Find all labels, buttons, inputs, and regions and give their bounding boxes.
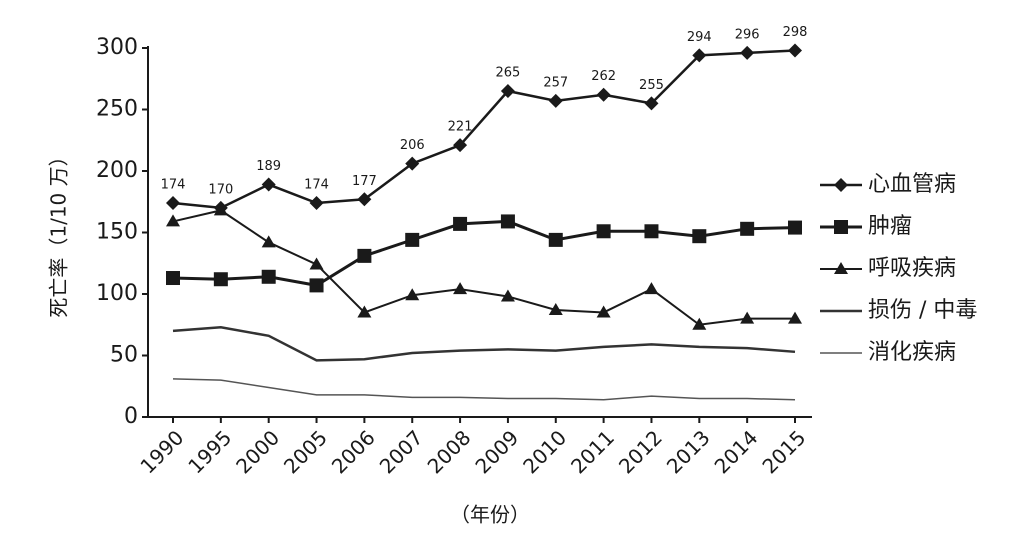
data-point bbox=[596, 305, 611, 318]
x-tick-label: 1995 bbox=[183, 425, 236, 478]
data-point bbox=[548, 232, 563, 247]
x-tick-label: 2009 bbox=[470, 425, 523, 478]
data-point bbox=[596, 87, 611, 102]
data-label: 189 bbox=[256, 159, 281, 174]
data-label: 206 bbox=[400, 138, 425, 153]
data-point bbox=[500, 214, 515, 229]
data-point bbox=[405, 288, 420, 301]
data-point bbox=[357, 192, 372, 207]
legend-label: 心血管病 bbox=[868, 172, 956, 197]
data-point bbox=[405, 232, 420, 247]
data-point bbox=[453, 216, 468, 231]
data-label: 174 bbox=[304, 177, 329, 192]
x-tick-label: 2011 bbox=[566, 425, 619, 478]
data-label: 257 bbox=[543, 75, 568, 90]
legend-marker bbox=[834, 262, 848, 274]
x-tick-label: 2007 bbox=[375, 425, 428, 478]
series-line bbox=[172, 49, 796, 210]
data-point bbox=[261, 235, 276, 248]
legend-label: 肿瘤 bbox=[868, 214, 912, 239]
data-point bbox=[788, 220, 802, 235]
data-point bbox=[644, 224, 659, 239]
data-point bbox=[453, 138, 468, 153]
y-tick-label: 150 bbox=[96, 220, 138, 245]
y-tick-label: 100 bbox=[96, 281, 138, 306]
data-point bbox=[405, 156, 420, 171]
data-point bbox=[596, 224, 611, 239]
data-label: 265 bbox=[496, 66, 521, 81]
legend-label: 呼吸疾病 bbox=[868, 256, 956, 281]
data-point bbox=[166, 195, 180, 210]
data-point bbox=[692, 48, 707, 63]
data-label: 296 bbox=[735, 27, 760, 42]
series-line bbox=[172, 209, 795, 326]
y-tick-label: 250 bbox=[96, 97, 138, 122]
x-axis-label: （年份） bbox=[450, 503, 530, 527]
data-point bbox=[548, 93, 563, 108]
x-tick-label: 2014 bbox=[710, 425, 763, 478]
data-label: 262 bbox=[591, 69, 616, 84]
data-point bbox=[788, 43, 802, 58]
data-point bbox=[453, 282, 468, 295]
data-label: 174 bbox=[161, 177, 186, 192]
series-line bbox=[172, 325, 796, 362]
data-point bbox=[309, 257, 324, 270]
data-point bbox=[213, 272, 228, 287]
data-point bbox=[166, 271, 180, 286]
y-axis-label: 死亡率（1/10 万） bbox=[47, 146, 71, 317]
y-tick-label: 0 bbox=[124, 404, 138, 429]
data-point bbox=[261, 177, 276, 192]
data-point bbox=[644, 96, 659, 111]
x-tick-label: 2008 bbox=[423, 425, 476, 478]
x-tick-label: 2015 bbox=[757, 425, 810, 478]
data-point bbox=[740, 221, 755, 236]
data-point bbox=[740, 45, 755, 60]
data-label: 221 bbox=[448, 120, 473, 135]
x-tick-label: 2005 bbox=[279, 425, 332, 478]
data-point bbox=[500, 84, 515, 99]
data-point bbox=[261, 269, 276, 284]
data-point bbox=[357, 248, 372, 263]
legend-label: 消化疾病 bbox=[868, 340, 956, 365]
x-tick-label: 2006 bbox=[327, 425, 380, 478]
data-label: 294 bbox=[687, 30, 712, 45]
y-tick-label: 200 bbox=[96, 158, 138, 183]
data-point bbox=[692, 317, 707, 330]
data-point bbox=[548, 302, 563, 315]
data-point bbox=[500, 289, 515, 302]
data-point bbox=[213, 203, 228, 216]
data-label: 255 bbox=[639, 78, 664, 93]
data-point bbox=[166, 214, 180, 227]
x-tick-label: 2012 bbox=[614, 425, 667, 478]
legend-marker bbox=[834, 220, 848, 234]
y-tick-label: 300 bbox=[96, 35, 138, 60]
x-tick-label: 1990 bbox=[135, 425, 188, 478]
data-label: 177 bbox=[352, 174, 377, 189]
data-point bbox=[644, 282, 659, 295]
data-point bbox=[788, 311, 802, 324]
data-label: 298 bbox=[783, 25, 808, 40]
data-point bbox=[740, 311, 755, 324]
data-point bbox=[357, 305, 372, 318]
x-tick-label: 2013 bbox=[662, 425, 715, 478]
data-point bbox=[309, 278, 324, 293]
legend-label: 损伤 / 中毒 bbox=[868, 298, 977, 323]
x-tick-label: 2000 bbox=[231, 425, 284, 478]
data-point bbox=[692, 229, 707, 244]
series-line bbox=[172, 378, 796, 401]
series-line bbox=[172, 219, 796, 287]
y-tick-label: 50 bbox=[110, 343, 138, 368]
x-tick-label: 2010 bbox=[518, 425, 571, 478]
data-point bbox=[309, 195, 324, 210]
legend-marker bbox=[834, 178, 848, 192]
data-label: 170 bbox=[208, 182, 233, 197]
